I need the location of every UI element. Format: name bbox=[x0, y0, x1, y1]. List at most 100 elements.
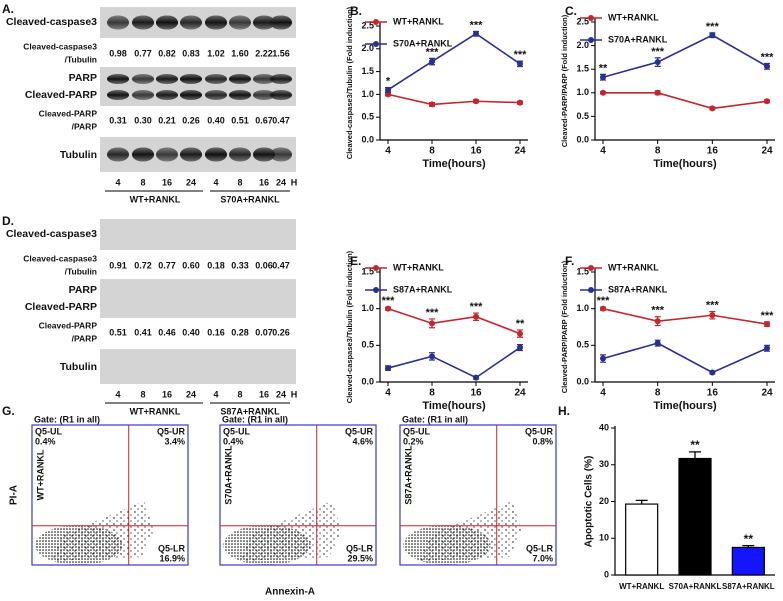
y-tick-label: 2.0 bbox=[576, 40, 589, 50]
significance: *** bbox=[706, 21, 720, 33]
series-line bbox=[387, 346, 521, 379]
y-tick-label: 0.0 bbox=[576, 376, 589, 386]
lane-label: 16 bbox=[162, 177, 172, 187]
series-marker bbox=[429, 58, 435, 65]
legend-marker bbox=[373, 265, 379, 271]
blot-band bbox=[156, 90, 178, 100]
y-tick-label: 1.0 bbox=[361, 303, 374, 313]
significance: ** bbox=[744, 532, 754, 546]
blot-band bbox=[205, 90, 227, 100]
x-axis-label: Time(hours) bbox=[653, 400, 717, 412]
group-label: S87A+RANKL bbox=[220, 406, 280, 416]
bar bbox=[625, 503, 659, 576]
panel-label: H. bbox=[558, 404, 570, 418]
quadrant-percent: 7.0% bbox=[532, 553, 553, 563]
series-marker bbox=[654, 318, 661, 325]
ratio-value: 0.83 bbox=[182, 48, 200, 58]
series-marker bbox=[654, 340, 661, 347]
blot-band bbox=[132, 15, 154, 30]
blot-band bbox=[180, 147, 202, 162]
y-tick-label: 0.0 bbox=[576, 134, 589, 144]
lane-label: 24 bbox=[276, 389, 286, 399]
y-tick-label: 1.5 bbox=[576, 64, 589, 74]
lane-label: 16 bbox=[259, 177, 269, 187]
blot-band bbox=[156, 15, 178, 30]
series-marker bbox=[385, 86, 391, 93]
ratio-label: /Tubulin bbox=[65, 54, 97, 64]
blot-band bbox=[132, 147, 154, 162]
series-marker bbox=[600, 89, 606, 96]
quadrant-name: Q5-UR bbox=[345, 426, 374, 436]
series-marker bbox=[600, 355, 606, 362]
sample-label: WT+RANKL bbox=[35, 449, 45, 500]
ratio-label: /Tubulin bbox=[65, 266, 97, 276]
ratio-value: 0.47 bbox=[272, 115, 290, 125]
series-marker bbox=[517, 344, 523, 351]
y-tick-label: 0.0 bbox=[361, 134, 374, 144]
blot-band bbox=[156, 147, 178, 162]
ratio-value: 0.40 bbox=[182, 327, 200, 337]
y-tick-label: 0.5 bbox=[361, 340, 374, 350]
lane-label: 8 bbox=[237, 389, 242, 399]
x-tick-label: 4 bbox=[600, 146, 606, 157]
series-marker bbox=[517, 330, 523, 337]
x-tick-label: 8 bbox=[429, 388, 435, 399]
band-label: Cleaved-PARP bbox=[25, 89, 97, 101]
blot-band bbox=[205, 74, 227, 84]
ratio-value: 1.60 bbox=[231, 48, 249, 58]
series-line bbox=[387, 93, 521, 106]
ratio-value: 0.67 bbox=[255, 115, 273, 125]
blot-band bbox=[253, 147, 275, 162]
legend-label: WT+RANKL bbox=[393, 262, 444, 272]
x-tick-label: S87A+RANKL bbox=[722, 582, 775, 591]
y-tick-label: 0 bbox=[604, 569, 609, 579]
blot-band bbox=[270, 74, 292, 84]
quadrant-name: Q5-UR bbox=[525, 426, 554, 436]
legend-label: S87A+RANKL bbox=[393, 284, 453, 294]
y-tick-label: 1.0 bbox=[576, 87, 589, 97]
panel-label: A. bbox=[2, 2, 14, 16]
x-tick-label: 4 bbox=[600, 388, 606, 399]
series-marker bbox=[764, 321, 770, 328]
lane-label: H bbox=[291, 389, 298, 399]
y-tick-label: 0.5 bbox=[576, 340, 589, 350]
legend-label: S87A+RANKL bbox=[608, 284, 668, 294]
quadrant-name: Q5-UR bbox=[157, 426, 186, 436]
significance: *** bbox=[706, 300, 720, 312]
quadrant-percent: 29.5% bbox=[347, 553, 373, 563]
blot-band bbox=[229, 74, 251, 84]
flow-y-label: PI-A bbox=[9, 485, 20, 505]
ratio-value: 0.16 bbox=[207, 327, 225, 337]
series-marker bbox=[764, 63, 770, 70]
cell-cloud bbox=[403, 525, 491, 565]
x-axis-label: Time(hours) bbox=[422, 158, 486, 170]
lane-label: 16 bbox=[259, 389, 269, 399]
x-tick-label: 24 bbox=[761, 388, 773, 399]
blot-strip bbox=[100, 67, 296, 106]
y-axis-label: Cleaved-PARP/PARP (Fold induction) bbox=[560, 14, 569, 147]
quadrant-name: Q5-UL bbox=[403, 426, 431, 436]
gate-label: Gate: (R1 in all) bbox=[402, 414, 468, 424]
lane-label: 8 bbox=[140, 177, 145, 187]
blot-band bbox=[270, 15, 292, 30]
y-tick-label: 40 bbox=[599, 422, 609, 432]
ratio-value: 0.46 bbox=[158, 327, 176, 337]
panel-label: F. bbox=[565, 254, 574, 268]
legend-marker bbox=[373, 41, 379, 47]
series-line bbox=[602, 307, 768, 325]
panel-label: E. bbox=[350, 254, 361, 268]
series-line bbox=[387, 307, 521, 335]
bar bbox=[731, 546, 765, 576]
panel-label: C. bbox=[565, 4, 577, 18]
series-marker bbox=[429, 101, 435, 108]
series-marker bbox=[764, 345, 770, 352]
blot-strip bbox=[100, 279, 296, 318]
series-marker bbox=[385, 365, 391, 372]
ratio-value: 0.51 bbox=[231, 115, 249, 125]
legend-label: WT+RANKL bbox=[393, 16, 444, 26]
x-tick-label: 4 bbox=[385, 146, 391, 157]
significance: *** bbox=[651, 46, 665, 58]
ratio-value: 0.41 bbox=[134, 327, 152, 337]
blot-band bbox=[229, 15, 251, 30]
band-label: PARP bbox=[69, 72, 97, 84]
